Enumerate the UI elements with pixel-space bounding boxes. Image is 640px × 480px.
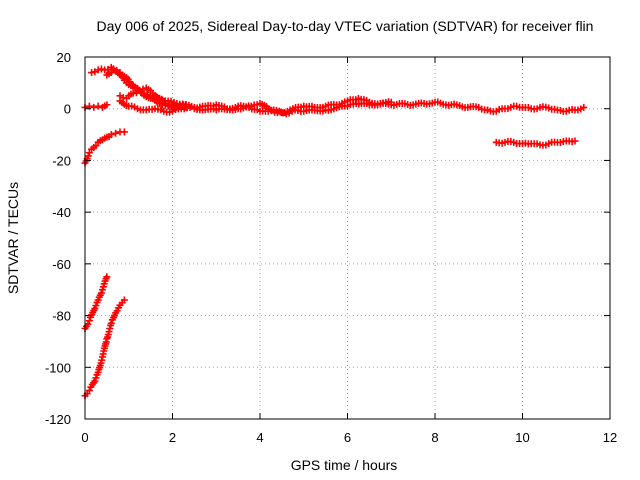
data-point (92, 302, 100, 310)
x-tick-label: 10 (515, 430, 529, 445)
y-axis-title: SDTVAR / TECUs (5, 182, 21, 294)
y-tick-label: -120 (45, 412, 71, 427)
data-point (112, 129, 120, 137)
y-tick-label: 0 (64, 102, 71, 117)
data-point (94, 102, 102, 110)
y-tick-label: -60 (52, 257, 71, 272)
data-point (90, 103, 98, 111)
y-tick-label: -80 (52, 309, 71, 324)
data-point (107, 131, 115, 139)
x-tick-labels: 0 2 4 6 8 10 12 (81, 430, 617, 445)
data-point (103, 273, 111, 281)
x-axis-title: GPS time / hours (291, 457, 398, 473)
y-tick-label: -100 (45, 360, 71, 375)
data-point (120, 128, 128, 136)
data-point (97, 65, 105, 73)
x-tick-label: 2 (169, 430, 176, 445)
y-tick-label: -40 (52, 205, 71, 220)
x-tick-label: 6 (344, 430, 351, 445)
y-tick-label: 20 (57, 50, 71, 65)
data-point (120, 296, 128, 304)
y-tick-labels: -120 -100 -80 -60 -40 -20 0 20 (45, 50, 71, 427)
data-point (107, 319, 115, 327)
data-point (571, 137, 579, 145)
data-point (84, 320, 92, 328)
y-tick-label: -20 (52, 153, 71, 168)
x-tick-label: 4 (256, 430, 263, 445)
data-point (94, 66, 102, 74)
axis-ticks (84, 56, 611, 420)
data-point (103, 101, 111, 109)
grid-lines (85, 57, 610, 419)
data-point (85, 317, 93, 325)
data-point (97, 289, 105, 297)
data-point (113, 307, 121, 315)
x-tick-label: 8 (431, 430, 438, 445)
x-tick-label: 0 (81, 430, 88, 445)
data-points (81, 63, 588, 400)
data-point (387, 98, 395, 106)
data-point (84, 152, 92, 160)
data-point (85, 387, 93, 395)
x-tick-label: 12 (603, 430, 617, 445)
data-point (580, 103, 588, 111)
chart-title: Day 006 of 2025, Sidereal Day-to-day VTE… (97, 18, 594, 34)
data-point (92, 374, 100, 382)
